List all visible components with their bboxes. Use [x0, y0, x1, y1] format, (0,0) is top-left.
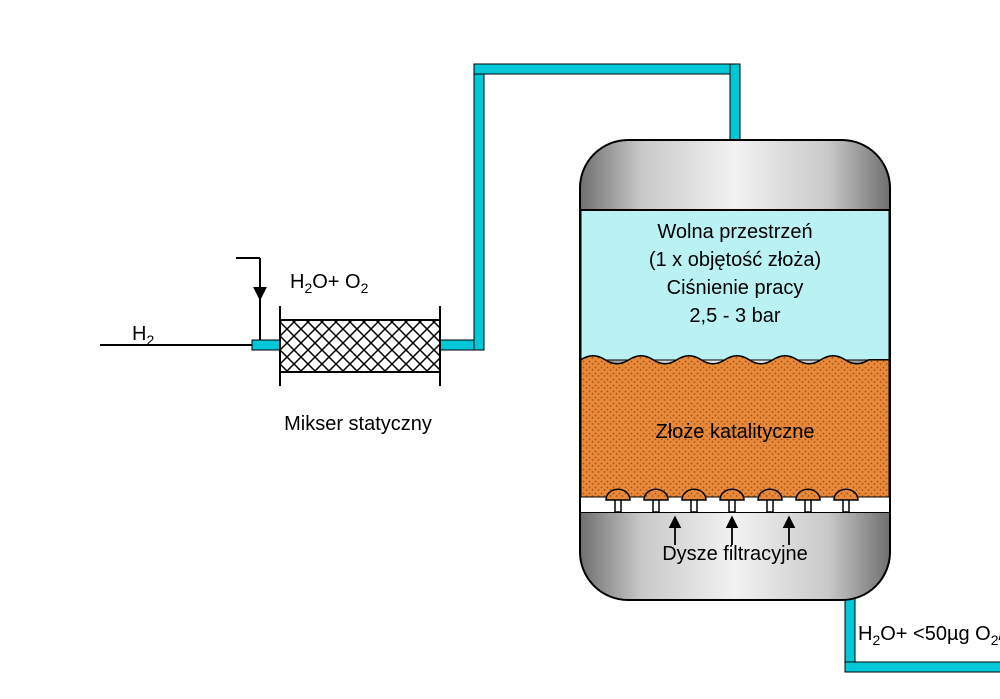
bed-label: Złoże katalityczne [656, 421, 815, 443]
diagram-root: Wolna przestrzeń (1 x objętość złoża) Ci… [0, 0, 1000, 699]
nozzle-label: Dysze filtracyjne [662, 543, 808, 565]
headspace-line-4: 2,5 - 3 bar [689, 305, 781, 327]
h2o-o2-label: H2O+ O2 [290, 271, 369, 296]
pipe-mixer-left-stub [252, 340, 282, 350]
vessel: Wolna przestrzeń (1 x objętość złoża) Ci… [580, 140, 890, 600]
headspace-line-1: Wolna przestrzeń [657, 221, 812, 243]
outlet-label: H2O+ <50µg O2/l [858, 623, 1000, 648]
headspace-line-3: Ciśnienie pracy [667, 277, 804, 299]
mixer-label: Mikser statyczny [284, 413, 432, 435]
headspace-line-2: (1 x objętość złoża) [649, 249, 821, 271]
static-mixer [280, 306, 440, 386]
h2-label: H2 [132, 323, 154, 348]
